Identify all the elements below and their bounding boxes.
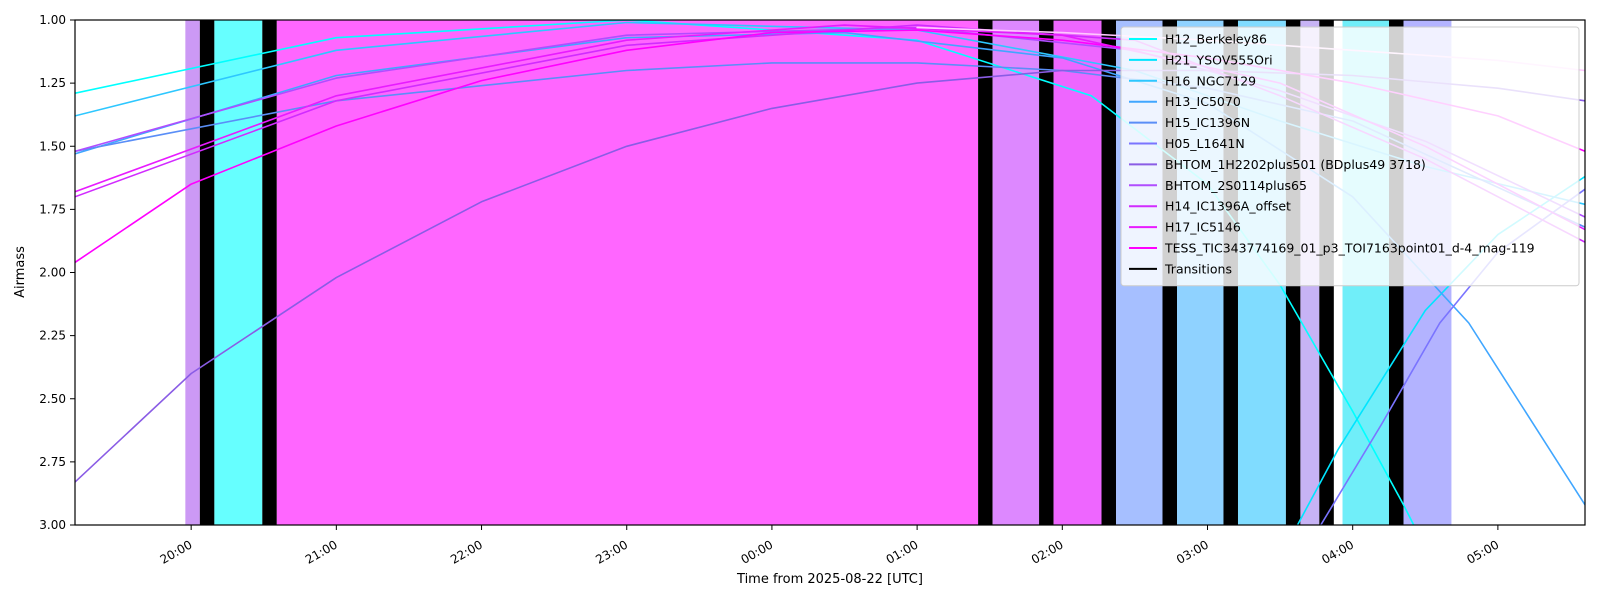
target-interval-band	[276, 20, 979, 525]
y-tick-label: 2.50	[39, 392, 66, 406]
transition-band	[1101, 20, 1117, 525]
x-tick-label: 22:00	[448, 537, 485, 566]
y-tick-label: 1.00	[39, 13, 66, 27]
legend-label: BHTOM_1H2202plus501 (BDplus49 3718)	[1165, 157, 1426, 172]
x-axis-label: Time from 2025-08-22 [UTC]	[736, 572, 923, 587]
y-tick-label: 3.00	[39, 518, 66, 532]
transition-band	[199, 20, 215, 525]
transition-band	[262, 20, 277, 525]
y-tick-label: 1.50	[39, 139, 66, 153]
legend-label: H12_Berkeley86	[1165, 32, 1267, 47]
x-tick-label: 02:00	[1029, 537, 1066, 566]
legend-label: H05_L1641N	[1165, 136, 1245, 151]
legend-label: H16_NGC7129	[1165, 73, 1256, 88]
x-tick-label: 00:00	[738, 537, 775, 566]
y-axis-label: Airmass	[13, 246, 28, 298]
y-axis: 1.00 1.25 1.50 1.75 2.00 2.25 2.50 2.75 3.00	[39, 13, 75, 532]
y-tick-label: 1.25	[39, 76, 66, 90]
target-interval-band	[1053, 20, 1102, 525]
legend-label: Transitions	[1164, 261, 1232, 276]
y-tick-label: 2.00	[39, 266, 66, 280]
x-tick-label: 03:00	[1174, 537, 1211, 566]
target-interval-band	[992, 20, 1040, 525]
transition-band	[1039, 20, 1054, 525]
x-axis: 20:00 21:00 22:00 23:00 00:00 01:00 02:00 03:00…	[158, 525, 1501, 567]
x-tick-label: 01:00	[884, 537, 921, 566]
legend-label: H15_IC1396N	[1165, 115, 1250, 130]
x-tick-label: 23:00	[593, 537, 630, 566]
x-tick-label: 04:00	[1319, 537, 1356, 566]
legend-label: H13_IC5070	[1165, 94, 1241, 109]
legend: H12_Berkeley86 H21_YSOV555Ori H16_NGC7129 H…	[1120, 26, 1580, 287]
target-interval-band	[214, 20, 263, 525]
target-interval-band	[185, 20, 200, 525]
transition-shading	[185, 20, 1452, 525]
legend-label: H17_IC5146	[1165, 220, 1241, 235]
y-tick-label: 1.75	[39, 202, 66, 216]
transition-band	[978, 20, 993, 525]
legend-label: H14_IC1396A_offset	[1165, 199, 1291, 214]
legend-label: BHTOM_2S0114plus65	[1165, 178, 1307, 193]
y-tick-label: 2.25	[39, 329, 66, 343]
x-tick-label: 05:00	[1464, 537, 1501, 566]
legend-box	[1120, 26, 1580, 287]
legend-label: H21_YSOV555Ori	[1165, 52, 1273, 67]
x-tick-label: 21:00	[303, 537, 340, 566]
y-tick-label: 2.75	[39, 455, 66, 469]
x-tick-label: 20:00	[158, 537, 195, 566]
legend-label: TESS_TIC343774169_01_p3_TOI7163point01_d…	[1164, 241, 1535, 256]
